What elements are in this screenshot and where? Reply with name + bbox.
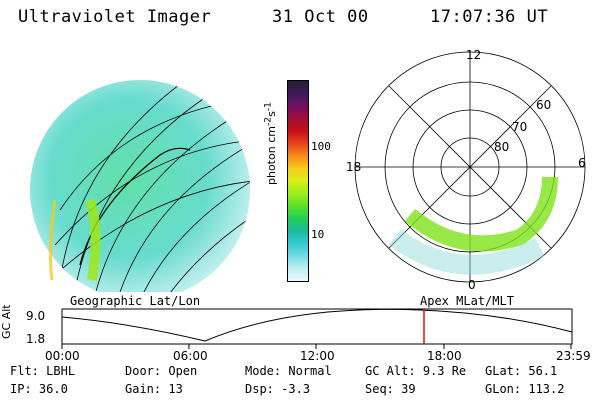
limb-glow <box>49 199 57 281</box>
lat-lon-grid <box>54 80 250 292</box>
earth-disk <box>30 80 250 292</box>
footer-flt: Flt: LBHL <box>10 364 76 378</box>
footer-door: Door: Open <box>125 364 198 378</box>
colorbar <box>287 80 309 282</box>
altitude-curve <box>61 308 573 342</box>
altitude-xtick-0600: 06:00 <box>173 349 208 363</box>
footer-dsp: Dsp: -3.3 <box>245 382 311 396</box>
footer-seq: Seq: 39 <box>365 382 416 396</box>
auroral-oval <box>404 176 558 252</box>
footer-mode: Mode: Normal <box>245 364 332 378</box>
colorbar-tick-10: 10 <box>311 228 325 241</box>
colorbar-label: photon cm-2s-1 <box>262 102 278 185</box>
magnetic-polar-panel: 12 18 6 0 60 70 80 <box>346 48 586 292</box>
altitude-plot: GC Alt 9.0 1.8 00:00 06:00 12:00 18:00 2… <box>0 305 591 363</box>
footer-glon: GLon: 113.2 <box>485 382 565 396</box>
altitude-xtick-0000: 00:00 <box>45 349 80 363</box>
footer-gc-alt: GC Alt: 9.3 Re <box>365 364 467 378</box>
x-tick-marks <box>61 344 572 349</box>
altitude-xtick-2359: 23:59 <box>556 349 591 363</box>
colorbar-tick-100: 100 <box>311 140 331 153</box>
mlt-label-0: 0 <box>468 278 476 292</box>
geographic-image-panel <box>30 80 250 292</box>
apex-label: Apex MLat/MLT <box>420 294 514 308</box>
date-label: 31 Oct 00 <box>272 7 369 27</box>
altitude-ylabel: GC Alt <box>0 305 13 339</box>
auroral-glow <box>85 198 101 281</box>
altitude-xtick-1800: 18:00 <box>427 349 462 363</box>
altitude-xtick-1200: 12:00 <box>300 349 335 363</box>
diffuse-aurora <box>388 228 545 275</box>
time-label: 17:07:36 UT <box>430 7 549 27</box>
lat-label-70: 70 <box>512 120 527 134</box>
footer-gain: Gain: 13 <box>125 382 183 396</box>
altitude-ytick-low: 1.8 <box>26 332 45 346</box>
footer-glat: GLat: 56.1 <box>485 364 558 378</box>
instrument-title: Ultraviolet Imager <box>18 7 212 27</box>
lat-label-80: 80 <box>494 140 509 154</box>
footer-ip: IP: 36.0 <box>10 382 68 396</box>
mlt-label-18: 18 <box>346 160 361 174</box>
mlt-label-6: 6 <box>578 156 586 170</box>
mlt-label-12: 12 <box>466 48 481 62</box>
geographic-label: Geographic Lat/Lon <box>70 294 201 308</box>
altitude-plot-frame <box>61 308 573 345</box>
altitude-ytick-high: 9.0 <box>26 309 45 323</box>
lat-label-60: 60 <box>536 98 551 112</box>
